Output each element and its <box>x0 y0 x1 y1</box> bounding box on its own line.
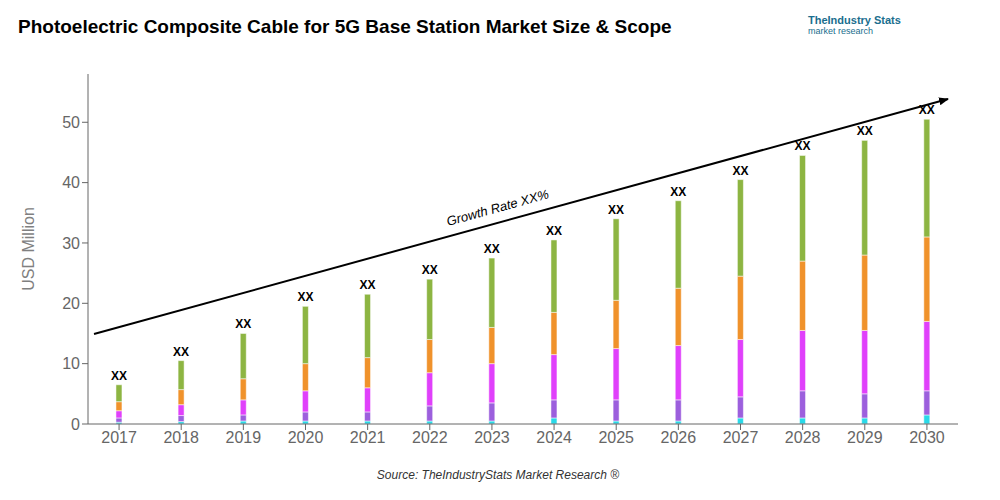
svg-text:2022: 2022 <box>412 429 448 446</box>
svg-text:XX: XX <box>360 278 376 292</box>
svg-text:2028: 2028 <box>785 429 821 446</box>
svg-text:30: 30 <box>62 235 80 252</box>
html-text:Photoelectric Composite Cable: Photoelectric Composite Cable for 5G Bas… <box>18 16 672 37</box>
svg-text:2027: 2027 <box>723 429 759 446</box>
html-text:TheIndustry Stats: TheIndustry Stats <box>808 14 901 26</box>
svg-text:XX: XX <box>297 290 313 304</box>
svg-text:2017: 2017 <box>101 429 137 446</box>
svg-text:40: 40 <box>62 174 80 191</box>
svg-text:XX: XX <box>919 103 935 117</box>
svg-text:XX: XX <box>111 369 127 383</box>
svg-text:2019: 2019 <box>226 429 262 446</box>
svg-text:XX: XX <box>235 317 251 331</box>
svg-text:XX: XX <box>546 224 562 238</box>
svg-text:50: 50 <box>62 114 80 131</box>
svg-text:2025: 2025 <box>598 429 634 446</box>
svg-text:USD Million: USD Million <box>20 207 37 291</box>
svg-text:2023: 2023 <box>474 429 510 446</box>
svg-text:2021: 2021 <box>350 429 386 446</box>
svg-text:XX: XX <box>484 242 500 256</box>
svg-text:20: 20 <box>62 295 80 312</box>
html-text:Source: TheIndustryStats Marke: Source: TheIndustryStats Market Research… <box>376 468 620 482</box>
svg-text:Growth Rate XX%: Growth Rate XX% <box>445 186 551 228</box>
svg-text:XX: XX <box>608 203 624 217</box>
svg-text:XX: XX <box>670 185 686 199</box>
svg-text:XX: XX <box>732 164 748 178</box>
svg-text:2029: 2029 <box>847 429 883 446</box>
svg-text:XX: XX <box>857 124 873 138</box>
svg-text:XX: XX <box>173 345 189 359</box>
svg-text:2020: 2020 <box>288 429 324 446</box>
svg-text:XX: XX <box>422 263 438 277</box>
svg-text:0: 0 <box>71 416 80 433</box>
svg-text:2018: 2018 <box>163 429 199 446</box>
svg-text:XX: XX <box>795 139 811 153</box>
svg-text:2024: 2024 <box>536 429 572 446</box>
svg-text:2030: 2030 <box>909 429 945 446</box>
svg-text:2026: 2026 <box>661 429 697 446</box>
svg-text:10: 10 <box>62 355 80 372</box>
html-text:market research: market research <box>808 26 873 36</box>
